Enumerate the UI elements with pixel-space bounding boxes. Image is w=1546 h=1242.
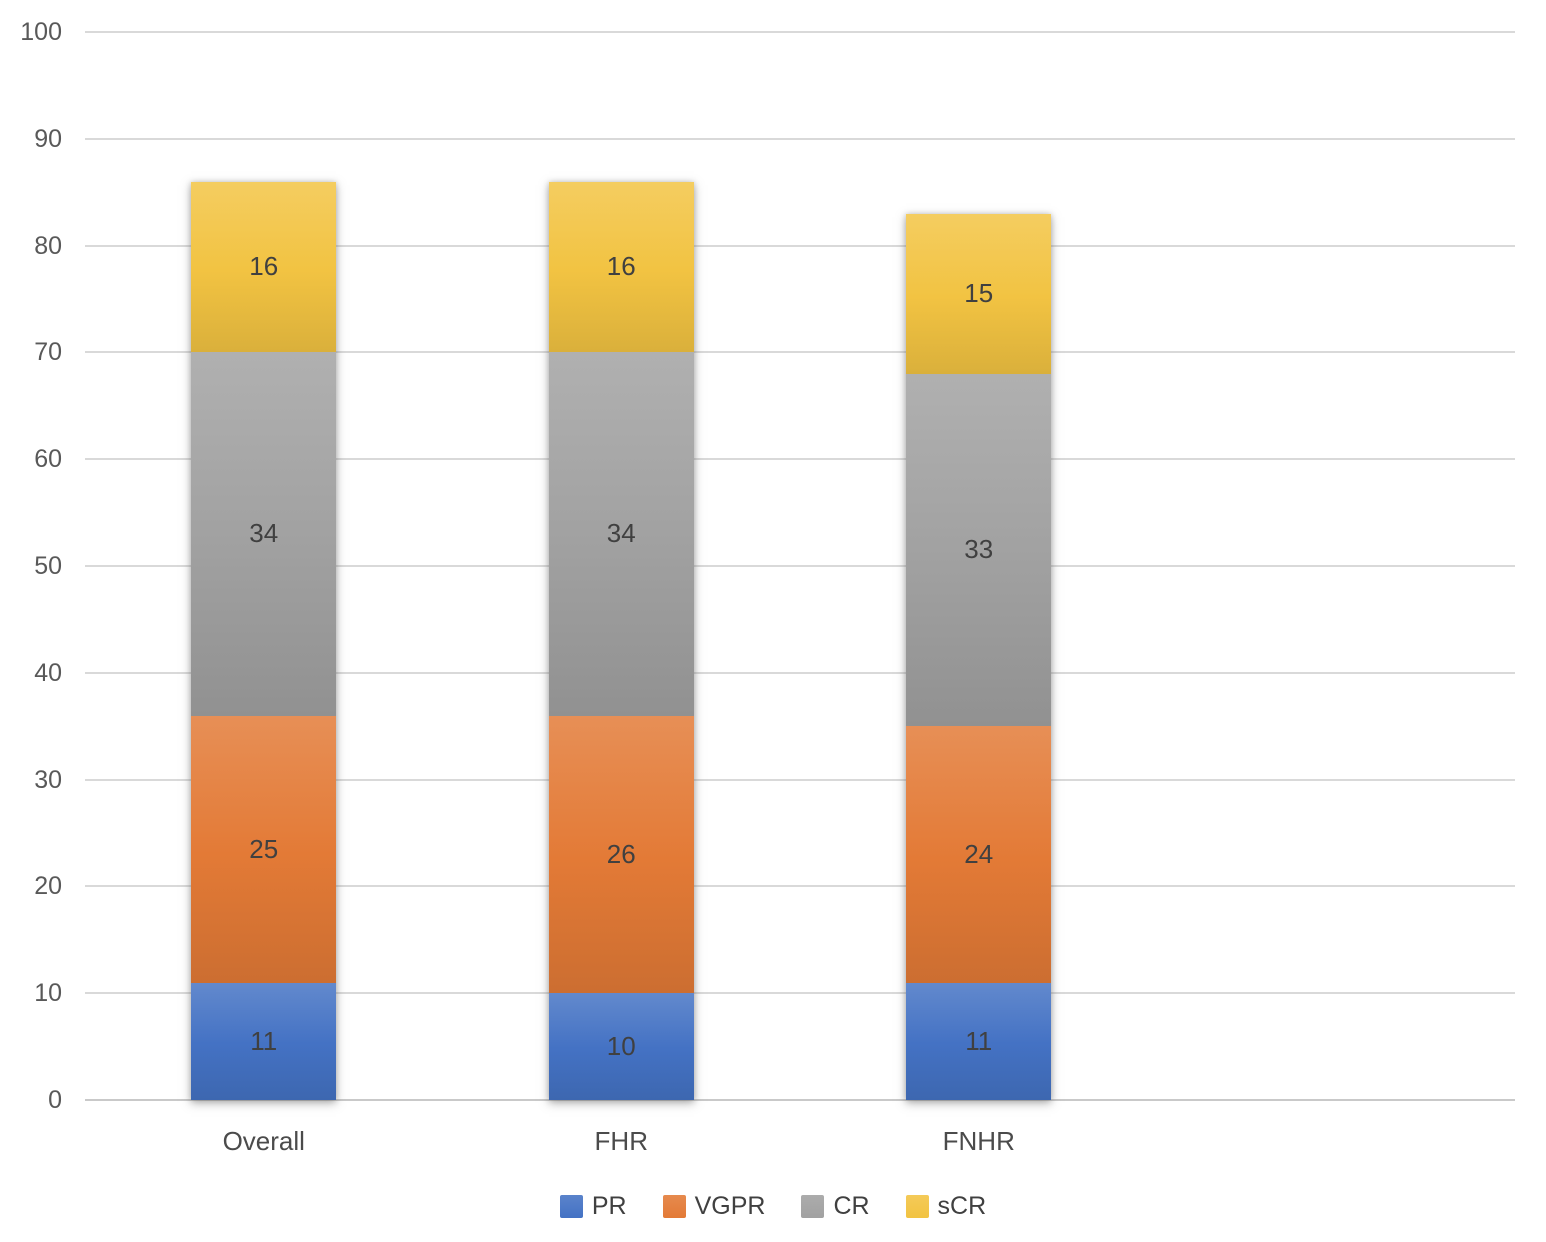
legend: PR VGPR CR sCR — [0, 1192, 1546, 1221]
bar-fnhr-segment-cr: 33 — [906, 373, 1052, 727]
legend-item-vgpr: VGPR — [662, 1192, 766, 1221]
data-label-fnhr-cr: 33 — [964, 534, 994, 565]
bar-overall-segment-pr: 11 — [191, 982, 337, 1100]
y-tick-label-90: 90 — [34, 124, 62, 153]
legend-item-cr: CR — [801, 1192, 870, 1221]
data-label-fhr-pr: 10 — [606, 1031, 636, 1062]
data-label-fnhr-pr: 11 — [965, 1025, 993, 1056]
category-label-fhr: FHR — [594, 1126, 648, 1156]
y-tick-label-100: 100 — [20, 18, 62, 46]
category-label-fnhr: FNHR — [942, 1126, 1015, 1156]
data-label-overall-vgpr: 25 — [249, 833, 279, 864]
gridline-90 — [85, 137, 1515, 140]
gridline-80 — [85, 244, 1515, 247]
legend-swatch-pr-icon — [559, 1195, 583, 1218]
gridline-60 — [85, 458, 1515, 461]
bar-overall-segment-vgpr: 25 — [191, 715, 337, 983]
bar-fnhr-segment-vgpr: 24 — [906, 726, 1052, 983]
gridline-20 — [85, 885, 1515, 888]
data-label-fhr-scr: 16 — [606, 251, 636, 282]
bar-fhr-segment-pr: 10 — [548, 993, 694, 1100]
legend-swatch-vgpr-icon — [662, 1195, 686, 1218]
data-label-fhr-cr: 34 — [606, 518, 636, 549]
bar-fhr-segment-cr: 34 — [548, 352, 694, 716]
gridline-10 — [85, 992, 1515, 995]
legend-label-scr: sCR — [937, 1192, 987, 1220]
bar-overall-segment-cr: 34 — [191, 352, 337, 716]
y-tick-label-80: 80 — [34, 231, 62, 260]
bar-fnhr-segment-scr: 15 — [906, 213, 1052, 374]
y-tick-label-0: 0 — [48, 1086, 62, 1114]
y-tick-label-70: 70 — [34, 338, 62, 367]
bar-overall-segment-scr: 16 — [191, 181, 337, 353]
bar-fnhr-segment-pr: 11 — [906, 982, 1052, 1100]
gridline-30 — [85, 778, 1515, 781]
y-tick-label-20: 20 — [34, 872, 62, 901]
y-tick-label-60: 60 — [34, 445, 62, 474]
bar-overall: 11 25 34 16 — [191, 181, 337, 1100]
gridline-40 — [85, 671, 1515, 674]
data-label-overall-scr: 16 — [249, 251, 279, 282]
bar-fhr-segment-scr: 16 — [548, 181, 694, 353]
legend-label-cr: CR — [833, 1192, 870, 1220]
gridline-50 — [85, 565, 1515, 567]
bar-fhr: 10 26 34 16 — [548, 181, 694, 1100]
data-label-overall-pr: 11 — [250, 1025, 278, 1056]
y-tick-label-50: 50 — [34, 552, 62, 580]
y-tick-label-40: 40 — [34, 658, 62, 687]
data-label-fnhr-scr: 15 — [964, 278, 994, 309]
gridline-100 — [85, 31, 1515, 33]
y-tick-label-10: 10 — [34, 979, 62, 1008]
legend-swatch-cr-icon — [801, 1195, 825, 1218]
data-label-fnhr-vgpr: 24 — [964, 838, 994, 869]
data-label-overall-cr: 34 — [249, 518, 279, 549]
data-label-fhr-vgpr: 26 — [606, 838, 636, 869]
legend-label-pr: PR — [591, 1192, 627, 1220]
legend-swatch-scr-icon — [905, 1195, 929, 1218]
legend-label-vgpr: VGPR — [694, 1192, 766, 1220]
category-label-overall: Overall — [222, 1126, 305, 1156]
y-tick-label-30: 30 — [34, 765, 62, 794]
legend-item-pr: PR — [559, 1192, 627, 1221]
gridline-0 — [85, 1099, 1515, 1101]
gridline-70 — [85, 351, 1515, 354]
legend-item-scr: sCR — [905, 1192, 987, 1221]
bar-fnhr: 11 24 33 15 — [906, 213, 1052, 1100]
bar-fhr-segment-vgpr: 26 — [548, 715, 694, 994]
